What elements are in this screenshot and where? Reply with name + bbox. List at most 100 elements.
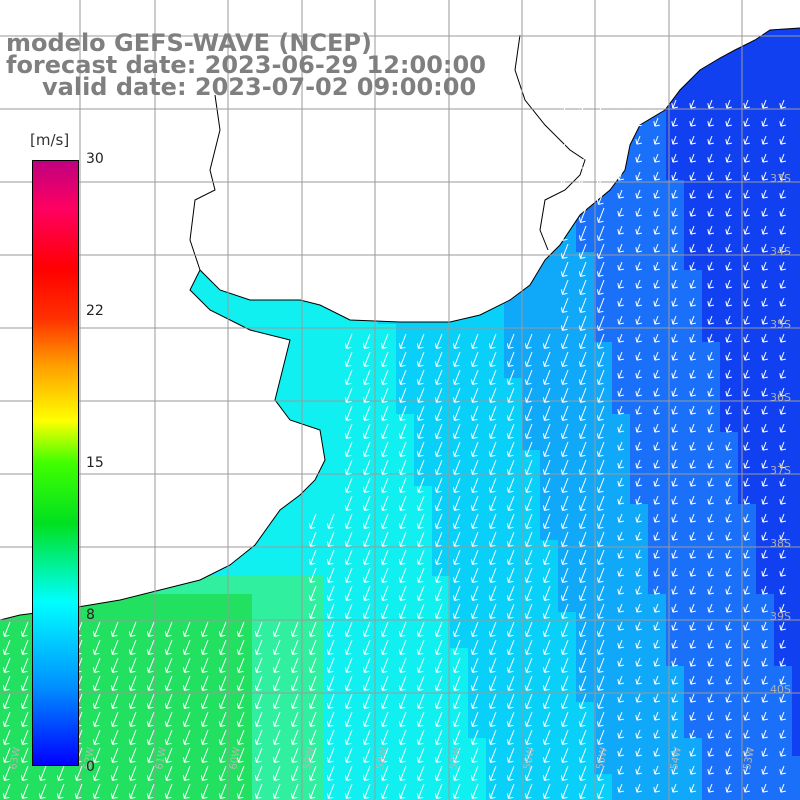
wind-arrow bbox=[653, 513, 660, 523]
wind-arrow bbox=[617, 225, 624, 235]
wind-arrow bbox=[344, 405, 353, 421]
wind-speed-cell bbox=[252, 594, 271, 613]
wind-speed-cell bbox=[126, 792, 145, 800]
wind-speed-cell bbox=[630, 378, 649, 397]
wind-arrow bbox=[578, 297, 587, 313]
wind-speed-cell bbox=[612, 612, 631, 631]
wind-arrow bbox=[617, 639, 624, 649]
wind-speed-cell bbox=[162, 594, 181, 613]
wind-speed-cell bbox=[630, 486, 649, 505]
wind-speed-cell bbox=[522, 540, 541, 559]
wind-speed-cell bbox=[126, 702, 145, 721]
wind-speed-cell bbox=[234, 576, 253, 595]
wind-speed-cell bbox=[702, 666, 721, 685]
wind-arrow bbox=[725, 387, 732, 397]
wind-speed-cell bbox=[576, 288, 595, 307]
wind-speed-cell bbox=[702, 306, 721, 325]
wind-arrow bbox=[707, 621, 714, 631]
wind-speed-cell bbox=[576, 540, 595, 559]
wind-speed-cell bbox=[648, 252, 667, 271]
wind-arrow bbox=[506, 657, 515, 673]
wind-arrow bbox=[743, 135, 750, 145]
wind-speed-cell bbox=[450, 450, 469, 469]
wind-arrow bbox=[344, 621, 353, 637]
wind-speed-cell bbox=[450, 792, 469, 800]
wind-speed-cell bbox=[360, 468, 379, 487]
wind-arrow bbox=[326, 711, 335, 727]
wind-arrow bbox=[707, 531, 714, 541]
wind-arrow bbox=[524, 729, 533, 745]
wind-arrow bbox=[560, 639, 569, 655]
wind-speed-cell bbox=[576, 324, 595, 343]
wind-speed-cell bbox=[738, 738, 757, 757]
wind-arrow bbox=[344, 333, 353, 349]
wind-arrow bbox=[725, 225, 732, 235]
wind-speed-cell bbox=[702, 504, 721, 523]
wind-arrow bbox=[308, 783, 317, 799]
wind-speed-cell bbox=[360, 702, 379, 721]
wind-speed-cell bbox=[252, 540, 271, 559]
wind-speed-cell bbox=[324, 666, 343, 685]
wind-speed-cell bbox=[702, 648, 721, 667]
wind-speed-cell bbox=[270, 756, 289, 775]
wind-arrow bbox=[146, 783, 155, 799]
wind-arrow bbox=[779, 531, 786, 541]
wind-arrow bbox=[506, 693, 515, 709]
latitude-label: 37S bbox=[770, 464, 791, 477]
wind-arrow bbox=[689, 279, 696, 289]
wind-speed-cell bbox=[630, 594, 649, 613]
wind-arrow bbox=[689, 117, 696, 127]
wind-arrow bbox=[653, 657, 660, 667]
wind-arrow bbox=[653, 549, 660, 559]
wind-arrow bbox=[617, 99, 624, 109]
wind-speed-cell bbox=[594, 522, 613, 541]
wind-speed-cell bbox=[684, 720, 703, 739]
wind-speed-cell bbox=[324, 378, 343, 397]
wind-arrow bbox=[452, 333, 461, 349]
wind-speed-cell bbox=[720, 378, 739, 397]
wind-speed-cell bbox=[630, 468, 649, 487]
wind-arrow bbox=[506, 459, 515, 475]
wind-arrow bbox=[524, 387, 533, 403]
wind-arrow bbox=[164, 675, 173, 691]
wind-speed-cell bbox=[396, 360, 415, 379]
wind-arrow bbox=[689, 531, 696, 541]
wind-arrow bbox=[671, 153, 678, 163]
wind-speed-cell bbox=[324, 702, 343, 721]
wind-arrow bbox=[398, 531, 407, 547]
wind-arrow bbox=[596, 189, 605, 205]
wind-arrow bbox=[488, 495, 497, 511]
wind-speed-cell bbox=[342, 738, 361, 757]
wind-speed-cell bbox=[180, 702, 199, 721]
wind-speed-cell bbox=[522, 432, 541, 451]
wind-speed-cell bbox=[612, 522, 631, 541]
wind-arrow bbox=[635, 549, 642, 559]
wind-speed-cell bbox=[792, 72, 800, 91]
wind-speed-cell bbox=[198, 756, 217, 775]
wind-speed-cell bbox=[720, 576, 739, 595]
wind-speed-cell bbox=[558, 702, 577, 721]
wind-speed-cell bbox=[432, 612, 451, 631]
wind-speed-cell bbox=[648, 468, 667, 487]
wind-arrow bbox=[596, 333, 605, 349]
wind-speed-cell bbox=[324, 738, 343, 757]
wind-arrow bbox=[689, 423, 696, 433]
wind-speed-cell bbox=[630, 252, 649, 271]
wind-speed-cell bbox=[396, 540, 415, 559]
wind-speed-cell bbox=[756, 756, 775, 775]
wind-speed-cell bbox=[450, 558, 469, 577]
wind-arrow bbox=[578, 783, 587, 799]
wind-arrow bbox=[362, 639, 371, 655]
wind-speed-cell bbox=[792, 558, 800, 577]
wind-speed-cell bbox=[594, 702, 613, 721]
wind-speed-cell bbox=[792, 504, 800, 523]
wind-speed-cell bbox=[774, 126, 793, 145]
wind-arrow bbox=[596, 297, 605, 313]
wind-arrow bbox=[452, 441, 461, 457]
wind-arrow bbox=[689, 333, 696, 343]
wind-arrow bbox=[128, 747, 137, 763]
wind-arrow bbox=[617, 261, 624, 271]
wind-arrow bbox=[761, 531, 768, 541]
colorbar-tick-15: 15 bbox=[86, 455, 104, 471]
wind-arrow bbox=[671, 657, 678, 667]
